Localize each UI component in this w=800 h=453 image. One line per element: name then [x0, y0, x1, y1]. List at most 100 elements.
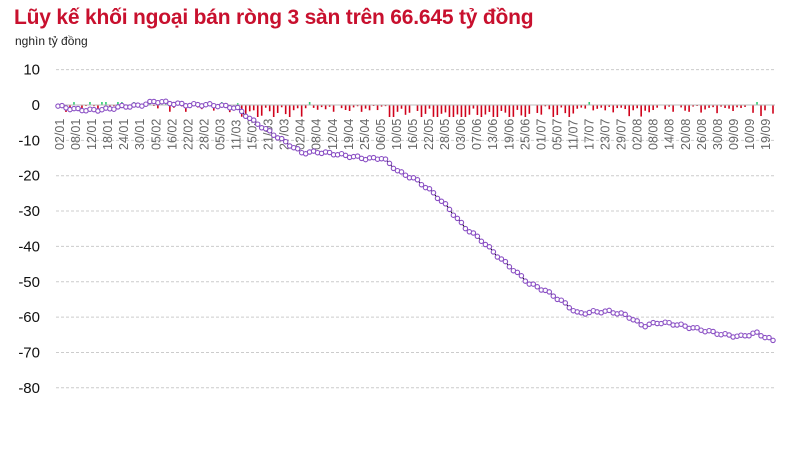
bar-net-sell — [620, 105, 623, 108]
bar-net-sell — [524, 105, 527, 117]
x-tick-label: 07/06 — [470, 119, 484, 150]
x-tick-label: 11/07 — [566, 120, 580, 150]
bar-net-sell — [344, 105, 347, 110]
bar-net-sell — [608, 105, 611, 107]
bar-net-sell — [600, 105, 603, 108]
bar-net-sell — [752, 105, 754, 113]
bar-net-sell — [712, 105, 714, 108]
bar-net-sell — [380, 105, 383, 107]
x-tick-label: 19/04 — [342, 119, 356, 150]
x-tick-label: 08/08 — [647, 119, 661, 150]
bar-net-sell — [488, 105, 491, 112]
data-point-marker — [766, 334, 772, 341]
bar-net-sell — [492, 105, 495, 117]
data-point-marker — [694, 324, 700, 331]
x-tick-label: 05/02 — [149, 119, 163, 150]
bar-net-sell — [564, 105, 567, 114]
bar-net-sell — [500, 105, 503, 111]
bar-net-sell — [388, 105, 391, 117]
bar-net-sell — [420, 105, 423, 117]
bar-net-sell — [340, 105, 343, 109]
bar-net-sell — [93, 105, 95, 107]
unit-label: nghìn tỷ đồng — [15, 34, 88, 48]
x-tick-label: 19/06 — [502, 119, 516, 150]
bar-net-sell — [248, 105, 251, 112]
bar-net-sell — [264, 105, 267, 108]
bar-net-buy — [117, 102, 119, 105]
data-point-marker — [414, 177, 421, 183]
x-tick-label: 13/06 — [486, 119, 500, 150]
bar-net-sell — [740, 105, 742, 109]
bar-net-sell — [580, 105, 583, 108]
bar-net-sell — [244, 105, 247, 117]
data-point-marker — [266, 128, 273, 134]
x-tick-label: 16/02 — [165, 119, 179, 150]
x-tick-label: 15/03 — [246, 119, 260, 150]
x-tick-label: 05/03 — [213, 119, 227, 150]
bar-net-sell — [536, 105, 539, 113]
x-tick-label: 01/07 — [534, 119, 548, 150]
data-point-marker — [238, 108, 245, 115]
bar-net-sell — [113, 105, 115, 107]
bar-net-sell — [684, 105, 686, 111]
x-tick-label: 11/03 — [230, 120, 244, 150]
y-tick-label: 0 — [32, 97, 40, 114]
bar-net-sell — [157, 105, 159, 109]
data-point-marker — [386, 160, 393, 167]
x-tick-label: 14/08 — [663, 119, 677, 150]
data-point-marker — [558, 297, 565, 303]
x-tick-label: 08/04 — [310, 119, 324, 150]
bar-net-sell — [416, 105, 419, 111]
data-point-marker — [111, 106, 117, 112]
bar-net-sell — [328, 105, 331, 107]
bar-net-sell — [400, 105, 403, 109]
bar-net-sell — [544, 105, 547, 107]
bar-net-sell — [628, 105, 631, 117]
data-point-marker — [770, 337, 776, 344]
bar-net-sell — [376, 105, 379, 111]
data-point-marker — [270, 132, 277, 138]
data-point-marker — [390, 165, 397, 172]
x-tick-label: 05/07 — [550, 119, 564, 150]
bar-net-sell — [428, 105, 431, 109]
bar-net-sell — [720, 105, 722, 107]
y-axis: 10 0 -10 -20 -30 -40 -50 -60 -70 -80 — [18, 62, 40, 397]
y-tick-label: -10 — [18, 132, 40, 149]
bar-net-buy — [101, 102, 103, 105]
data-point-marker — [262, 125, 269, 132]
data-point-marker — [446, 206, 453, 213]
data-point-marker — [514, 269, 521, 276]
bar-net-sell — [332, 105, 335, 112]
x-tick-label: 09/09 — [727, 119, 741, 150]
bar-net-sell — [396, 105, 399, 112]
data-point-marker — [442, 201, 449, 207]
x-tick-label: 10/09 — [743, 119, 757, 150]
bar-net-sell — [664, 105, 666, 110]
x-tick-label: 30/08 — [711, 119, 725, 150]
bar-net-sell — [772, 105, 774, 114]
bar-net-sell — [656, 105, 658, 108]
bar-net-sell — [692, 105, 694, 107]
data-point-marker — [470, 230, 477, 236]
data-point-marker — [179, 100, 185, 107]
bar-net-sell — [636, 105, 638, 109]
bar-net-sell — [356, 105, 359, 107]
x-tick-label: 19/09 — [759, 119, 773, 150]
x-tick-label: 26/08 — [695, 119, 709, 150]
bar-net-sell — [528, 105, 531, 114]
data-point-marker — [506, 264, 513, 270]
bar-net-sell — [320, 105, 323, 108]
bar-net-sell — [436, 105, 439, 117]
bar-net-sell — [648, 105, 650, 113]
data-point-marker — [498, 256, 505, 262]
data-point-marker — [482, 241, 489, 248]
data-point-marker — [534, 284, 541, 290]
x-tick-label: 16/05 — [406, 119, 420, 150]
bar-net-sell — [584, 105, 587, 109]
x-tick-label: 18/01 — [101, 119, 115, 150]
y-tick-label: -20 — [18, 168, 40, 185]
bar-net-sell — [480, 105, 483, 117]
bar-net-sell — [728, 105, 730, 109]
x-tick-label: 20/08 — [679, 119, 693, 150]
bar-net-sell — [744, 105, 746, 107]
